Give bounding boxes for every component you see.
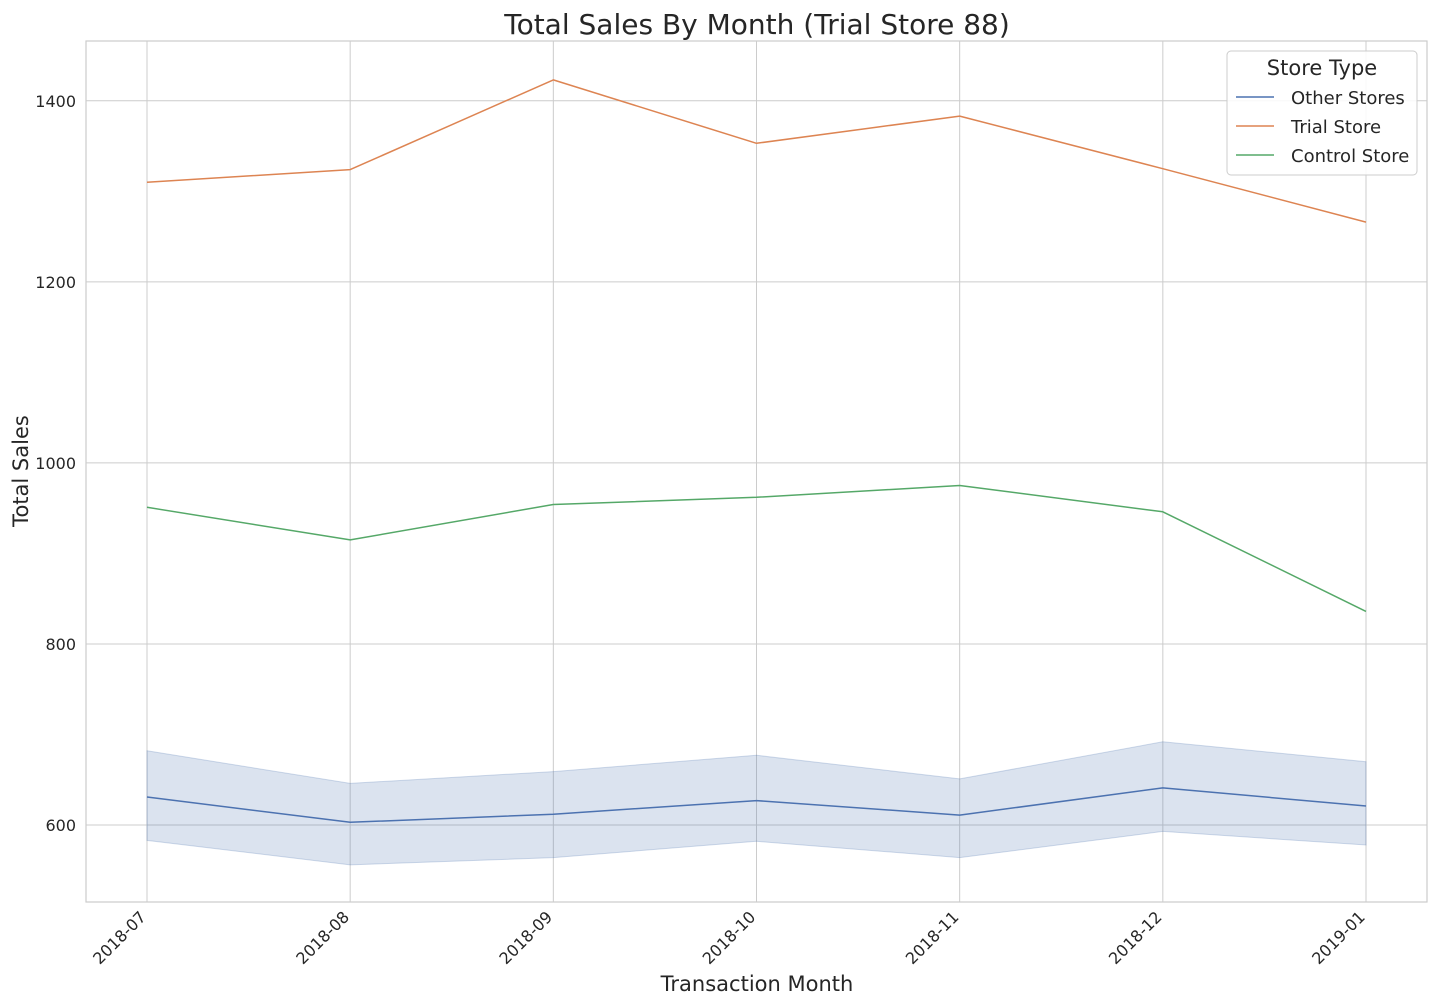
- legend-title: Store Type: [1267, 56, 1377, 80]
- x-tick-label-2019-01: 2019-01: [1308, 907, 1369, 968]
- y-axis-label: Total Sales: [9, 415, 33, 528]
- chart-title: Total Sales By Month (Trial Store 88): [503, 8, 1010, 41]
- x-tick-labels: 2018-07 2018-08 2018-09 2018-10 2018-11 2018-…: [89, 907, 1369, 968]
- x-tick-label-2018-08: 2018-08: [292, 907, 353, 968]
- legend-entries: Other Stores Trial Store Control Store: [1236, 88, 1409, 167]
- x-tick-label-2018-11: 2018-11: [902, 907, 963, 968]
- legend-label-trial-store: Trial Store: [1290, 117, 1381, 138]
- plot-frame: [85, 40, 1428, 903]
- x-tick-label-2018-07: 2018-07: [89, 907, 150, 968]
- y-tick-label-1400: 1400: [35, 92, 76, 111]
- x-tick-label-2018-09: 2018-09: [495, 907, 556, 968]
- y-tick-label-1200: 1200: [35, 273, 76, 292]
- legend-label-other-stores: Other Stores: [1291, 88, 1405, 109]
- grid-layer: [86, 41, 1427, 902]
- y-tick-labels: 600 800 1000 1200 1400: [35, 92, 76, 835]
- legend-label-control-store: Control Store: [1291, 146, 1409, 167]
- y-tick-label-600: 600: [45, 816, 76, 835]
- x-tick-label-2018-10: 2018-10: [699, 907, 760, 968]
- y-tick-label-1000: 1000: [35, 454, 76, 473]
- series-line-trial-store: [146, 79, 1367, 223]
- series-line-other-stores: [146, 787, 1367, 824]
- series-line-control-store: [146, 484, 1367, 613]
- x-axis-label: Transaction Month: [660, 972, 854, 996]
- x-tick-label-2018-12: 2018-12: [1105, 907, 1166, 968]
- confidence-band-other-stores: [146, 741, 1367, 866]
- y-tick-label-800: 800: [45, 635, 76, 654]
- legend: Store Type Other Stores Trial Store Contro…: [1226, 50, 1418, 176]
- legend-box: [1226, 50, 1418, 176]
- confidence-band-layer: [146, 741, 1367, 866]
- series-line-layer: [146, 79, 1367, 824]
